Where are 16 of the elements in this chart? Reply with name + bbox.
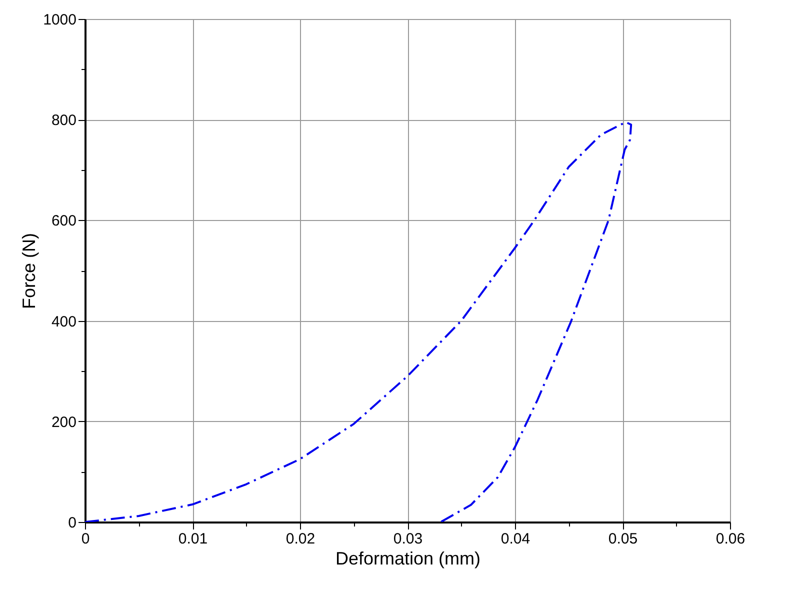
x-tick-label: 0.02: [286, 530, 316, 548]
y-axis-title: Force (N): [19, 233, 40, 309]
y-tick-label: 400: [51, 313, 76, 330]
x-tick-label: 0.06: [716, 530, 746, 548]
line-series: [85, 121, 632, 522]
y-tick-label: 200: [51, 414, 76, 431]
y-tick-label: 600: [51, 212, 76, 230]
x-tick-label: 0.05: [608, 530, 638, 548]
x-axis-title: Deformation (mm): [335, 548, 481, 568]
y-tick-label: 800: [51, 112, 76, 130]
x-tick-label: 0.04: [500, 530, 530, 548]
x-tick-label: 0.01: [178, 530, 208, 548]
y-tick-label: 0: [68, 514, 76, 532]
x-tick-label: 0: [81, 530, 90, 548]
y-tick-label: 1000: [43, 12, 76, 28]
x-tick-label: 0.03: [393, 530, 423, 548]
